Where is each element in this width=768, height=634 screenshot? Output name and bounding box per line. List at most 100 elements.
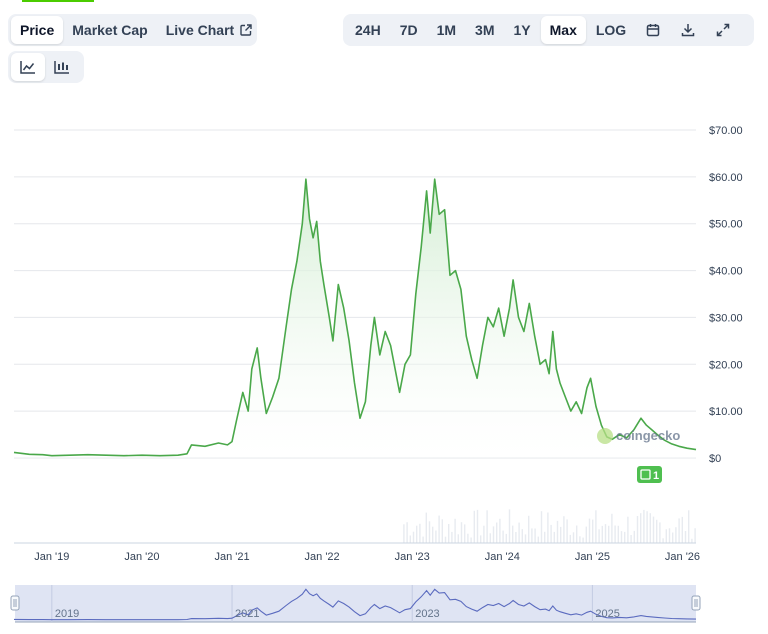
volume-bar <box>448 524 450 543</box>
volume-bar <box>470 537 472 543</box>
line-chart-icon <box>20 61 35 74</box>
volume-bar <box>576 525 578 543</box>
calendar-button[interactable] <box>636 16 670 44</box>
volume-bar <box>544 531 546 543</box>
expand-icon <box>716 23 730 37</box>
volume-bar <box>512 525 514 543</box>
volume-bar <box>588 518 591 543</box>
volume-bar <box>582 537 584 543</box>
range-7d[interactable]: 7D <box>391 16 427 44</box>
volume-bar <box>659 522 661 543</box>
volume-bar <box>489 533 491 543</box>
volume-bar <box>457 534 459 543</box>
line-chart-button[interactable] <box>11 53 45 81</box>
volume-bar <box>409 535 411 543</box>
chart-type-toggle <box>8 51 84 83</box>
navigator-year-label: 2025 <box>595 608 619 620</box>
navigator-left-handle[interactable] <box>10 595 20 611</box>
y-tick-label: $50.00 <box>709 219 743 231</box>
volume-bar <box>515 532 517 543</box>
volume-bar <box>451 531 453 543</box>
volume-bar <box>684 531 687 543</box>
coingecko-watermark: coingecko <box>597 428 680 444</box>
volume-bar <box>624 531 626 543</box>
volume-bar <box>598 529 600 543</box>
navigator-year-label: 2021 <box>235 608 259 620</box>
range-selector: 24H 7D 1M 3M 1Y Max LOG <box>343 14 754 46</box>
range-max[interactable]: Max <box>540 16 586 44</box>
navigator-year-label: 2023 <box>415 608 439 620</box>
download-button[interactable] <box>671 16 705 44</box>
expand-button[interactable] <box>706 16 740 44</box>
volume-bar <box>502 530 504 543</box>
volume-bar <box>592 519 594 543</box>
navigator-year-lines <box>51 585 593 622</box>
volume-bar <box>425 512 427 543</box>
volume-bar <box>640 513 642 543</box>
volume-bar <box>416 525 418 543</box>
volume-bar <box>585 526 587 543</box>
volume-bar <box>550 524 552 543</box>
volume-bar <box>643 509 645 543</box>
volume-bar <box>579 536 581 543</box>
volume-bar <box>569 534 571 543</box>
volume-bar <box>547 512 549 543</box>
y-tick-label: $0 <box>709 453 721 465</box>
volume-bar <box>601 525 603 543</box>
external-link-icon <box>240 24 252 36</box>
range-3m[interactable]: 3M <box>466 16 503 44</box>
tab-price[interactable]: Price <box>11 16 64 44</box>
volume-bar <box>694 528 696 543</box>
news-icon <box>640 469 651 480</box>
range-24h-label: 24H <box>355 22 381 38</box>
volume-bar <box>675 527 677 543</box>
volume-bar <box>524 534 527 543</box>
volume-bar <box>483 525 485 543</box>
range-3m-label: 3M <box>475 22 495 38</box>
volume-bar <box>560 526 562 543</box>
watermark-text: coingecko <box>616 428 680 443</box>
navigator-series-line <box>13 588 697 621</box>
x-axis-labels: Jan '19 Jan '20 Jan '21 Jan '22 Jan '23 Jan '… <box>34 551 700 563</box>
volume-bar <box>486 510 488 543</box>
volume-bar <box>566 519 568 543</box>
volume-bar <box>646 511 648 543</box>
navigator-right-handle[interactable] <box>691 595 701 611</box>
tab-market-cap-label: Market Cap <box>72 22 148 38</box>
event-badge-count: 1 <box>653 470 659 482</box>
range-24h[interactable]: 24H <box>346 16 390 44</box>
volume-bar <box>627 516 629 543</box>
volume-bar <box>467 533 469 543</box>
range-navigator[interactable]: 2019 2021 2023 2025 <box>0 585 768 629</box>
volume-bar <box>508 509 511 543</box>
volume-bar <box>473 510 475 543</box>
tab-live-chart[interactable]: Live Chart <box>157 16 261 44</box>
volume-bar <box>572 532 575 543</box>
y-tick-label: $70.00 <box>709 125 743 137</box>
log-scale-label: LOG <box>595 22 627 38</box>
x-tick-label: Jan '21 <box>214 551 249 563</box>
x-tick-label: Jan '19 <box>34 551 69 563</box>
range-1y[interactable]: 1Y <box>505 16 540 44</box>
log-scale-button[interactable]: LOG <box>587 16 635 44</box>
volume-bar <box>595 510 597 543</box>
volume-bar <box>403 524 405 543</box>
volume-bar <box>662 538 664 543</box>
y-tick-label: $40.00 <box>709 266 743 278</box>
volume-bar <box>537 536 539 543</box>
event-badge[interactable]: 1 <box>637 466 662 483</box>
volume-bar <box>441 519 443 543</box>
volume-bar <box>617 525 619 543</box>
volume-bar <box>518 522 520 543</box>
volume-bar <box>553 531 555 543</box>
candlestick-button[interactable] <box>45 53 79 81</box>
tab-market-cap[interactable]: Market Cap <box>63 16 156 44</box>
volume-bar <box>611 513 613 543</box>
y-tick-label: $60.00 <box>709 172 743 184</box>
range-1m[interactable]: 1M <box>428 16 465 44</box>
price-chart[interactable]: $0 $10.00 $20.00 $30.00 $40.00 $50.00 $60.00 $7… <box>0 0 768 580</box>
price-area <box>14 179 696 458</box>
volume-bar <box>688 510 690 543</box>
navigator-selected-range <box>15 585 696 622</box>
y-axis-labels: $0 $10.00 $20.00 $30.00 $40.00 $50.00 $60.00 $7… <box>709 125 743 465</box>
